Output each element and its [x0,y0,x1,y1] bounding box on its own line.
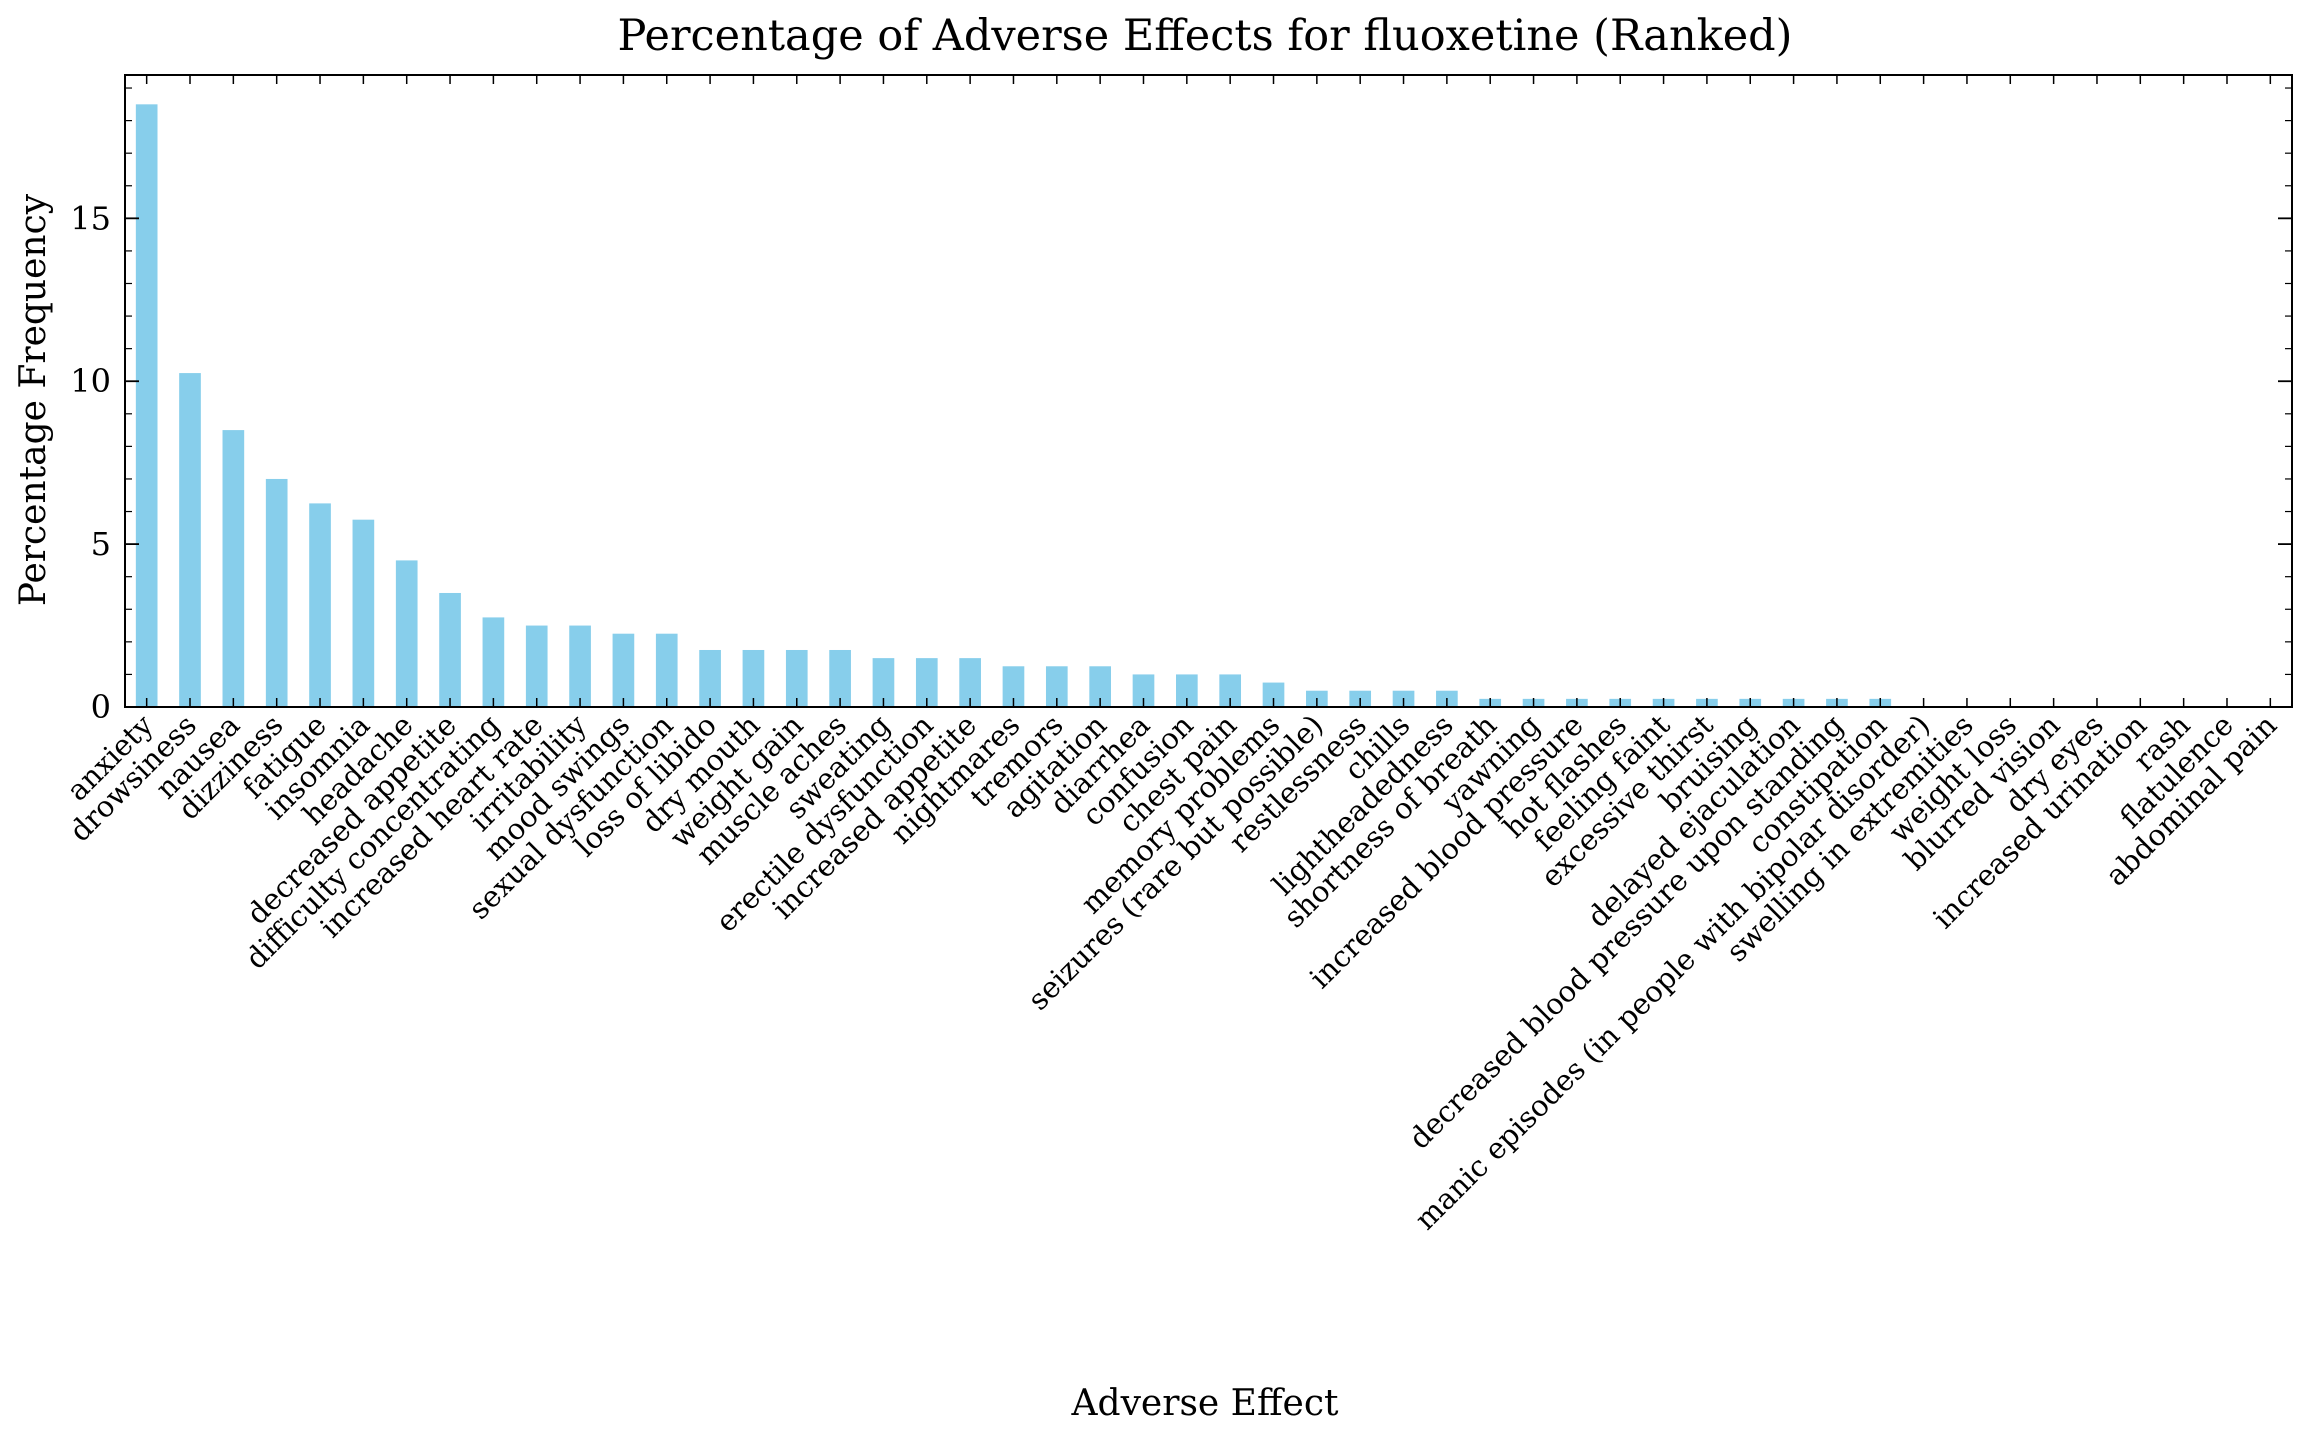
bar-3 [265,478,288,707]
y-tick-label-2: 10 [70,362,111,400]
bar-17 [872,658,895,707]
y-tick-label-3: 15 [70,199,111,237]
bar-15 [785,649,808,707]
bars-group [135,104,1892,707]
y-ticks-group: 0 5 10 15 [70,199,2292,726]
y-axis-label: Percentage Frequency [13,193,54,606]
bar-11 [612,633,635,707]
bar-2 [222,430,245,707]
x-axis-label: Adverse Effect [1071,1383,1339,1424]
bar-4 [309,503,331,707]
bar-9 [525,625,548,707]
bar-10 [569,625,591,707]
bar-20 [1002,666,1025,707]
bar-12 [655,633,678,707]
bar-18 [915,658,938,707]
bar-14 [742,649,765,707]
bar-22 [1089,666,1111,707]
bar-19 [959,658,981,707]
bar-13 [699,649,721,707]
bar-16 [829,649,851,707]
bar-8 [482,617,505,707]
bar-1 [179,373,201,707]
bar-23 [1132,674,1155,707]
bar-0 [135,104,158,707]
y-tick-label-1: 5 [91,525,111,563]
y-tick-label-0: 0 [91,688,111,726]
bar-25 [1219,674,1242,707]
bar-5 [352,519,375,707]
bar-7 [439,592,461,707]
axes-group [124,74,2293,708]
chart-title: Percentage of Adverse Effects for fluoxe… [618,11,1793,61]
bar-21 [1045,666,1068,707]
bar-26 [1262,682,1285,707]
plot-frame [124,74,2293,708]
x-tick-labels-group: anxietydrowsinessnauseadizzinessfatiguei… [60,707,2283,1236]
bar-24 [1176,674,1198,707]
bar-6 [395,560,418,707]
